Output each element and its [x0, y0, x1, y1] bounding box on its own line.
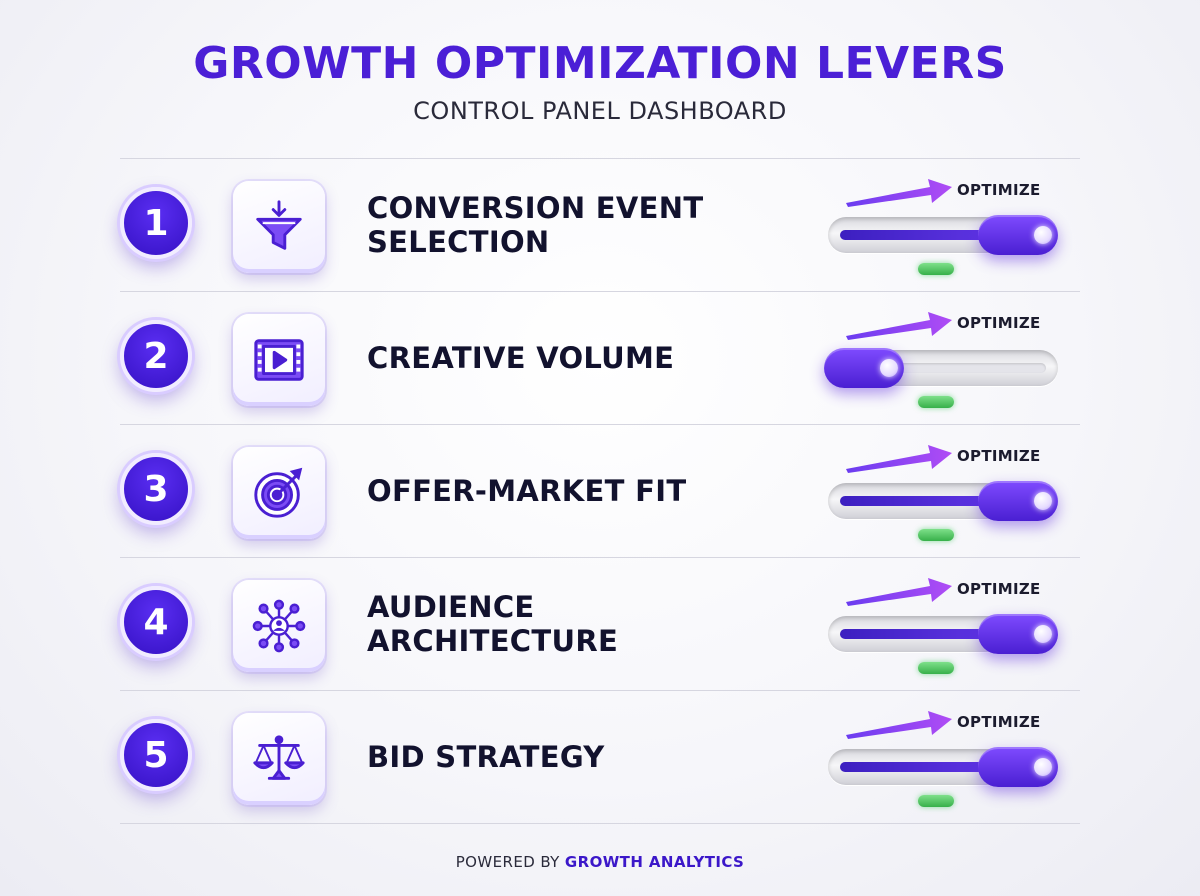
target-icon	[233, 447, 325, 539]
lever-control: OPTIMIZE	[826, 691, 1066, 823]
slider-thumb[interactable]	[978, 747, 1058, 787]
lever-row: 5 BID STRATEGY OPTIMIZE	[120, 691, 1080, 823]
slider-fill	[840, 762, 1046, 772]
optimize-button[interactable]: OPTIMIZE	[957, 713, 1041, 731]
optimize-button[interactable]: OPTIMIZE	[957, 580, 1041, 598]
arrow-right-icon	[846, 445, 952, 473]
lever-row: 2 CREATIVE VOLUME OPTIMIZE	[120, 292, 1080, 424]
balance-scale-icon	[233, 713, 325, 805]
optimize-button[interactable]: OPTIMIZE	[957, 314, 1041, 332]
divider	[120, 158, 1080, 159]
lever-label: BID STRATEGY	[367, 740, 605, 774]
lever-list: 1 CONVERSION EVENT SELECTION OPTIMIZE 2	[120, 158, 1080, 824]
divider	[120, 291, 1080, 292]
status-indicator	[918, 396, 954, 408]
lever-number-badge: 1	[120, 187, 192, 259]
slider-fill	[840, 230, 1046, 240]
lever-slider[interactable]	[828, 747, 1058, 787]
lever-label: CREATIVE VOLUME	[367, 341, 675, 375]
status-indicator	[918, 662, 954, 674]
lever-label: CONVERSION EVENT SELECTION	[367, 191, 704, 259]
lever-row: 4 AUDIENCE ARCHITECTURE OPTIMIZE	[120, 558, 1080, 690]
divider	[120, 690, 1080, 691]
video-play-icon	[233, 314, 325, 406]
lever-control: OPTIMIZE	[826, 159, 1066, 291]
divider	[120, 823, 1080, 824]
lever-label: OFFER-MARKET FIT	[367, 474, 687, 508]
slider-thumb[interactable]	[978, 614, 1058, 654]
arrow-right-icon	[846, 711, 952, 739]
lever-number-badge: 3	[120, 453, 192, 525]
lever-control: OPTIMIZE	[826, 425, 1066, 557]
lever-slider[interactable]	[824, 348, 1058, 388]
slider-thumb[interactable]	[978, 481, 1058, 521]
lever-number-badge: 4	[120, 586, 192, 658]
lever-row: 1 CONVERSION EVENT SELECTION OPTIMIZE	[120, 159, 1080, 291]
lever-label: AUDIENCE ARCHITECTURE	[367, 590, 619, 658]
optimize-button[interactable]: OPTIMIZE	[957, 181, 1041, 199]
header: GROWTH OPTIMIZATION LEVERS CONTROL PANEL…	[0, 38, 1200, 126]
footer-prefix: POWERED BY	[455, 853, 560, 871]
divider	[120, 424, 1080, 425]
slider-fill	[840, 496, 1046, 506]
arrow-right-icon	[846, 578, 952, 606]
lever-row: 3 OFFER-MARKET FIT OPTIMIZE	[120, 425, 1080, 557]
lever-control: OPTIMIZE	[824, 292, 1066, 424]
funnel-icon	[233, 181, 325, 273]
page-title: GROWTH OPTIMIZATION LEVERS	[193, 38, 1007, 89]
slider-thumb[interactable]	[978, 215, 1058, 255]
footer: POWERED BY GROWTH ANALYTICS	[0, 853, 1200, 871]
status-indicator	[918, 263, 954, 275]
lever-control: OPTIMIZE	[826, 558, 1066, 690]
status-indicator	[918, 529, 954, 541]
network-user-icon	[233, 580, 325, 672]
optimize-button[interactable]: OPTIMIZE	[957, 447, 1041, 465]
status-indicator	[918, 795, 954, 807]
lever-slider[interactable]	[828, 215, 1058, 255]
lever-number-badge: 2	[120, 320, 192, 392]
lever-slider[interactable]	[828, 481, 1058, 521]
arrow-right-icon	[846, 312, 952, 340]
lever-number-badge: 5	[120, 719, 192, 791]
slider-groove	[898, 363, 1046, 373]
divider	[120, 557, 1080, 558]
footer-brand: GROWTH ANALYTICS	[564, 853, 745, 871]
page-subtitle: CONTROL PANEL DASHBOARD	[413, 97, 787, 125]
arrow-right-icon	[846, 179, 952, 207]
slider-fill	[840, 629, 1046, 639]
lever-slider[interactable]	[828, 614, 1058, 654]
slider-thumb[interactable]	[824, 348, 904, 388]
